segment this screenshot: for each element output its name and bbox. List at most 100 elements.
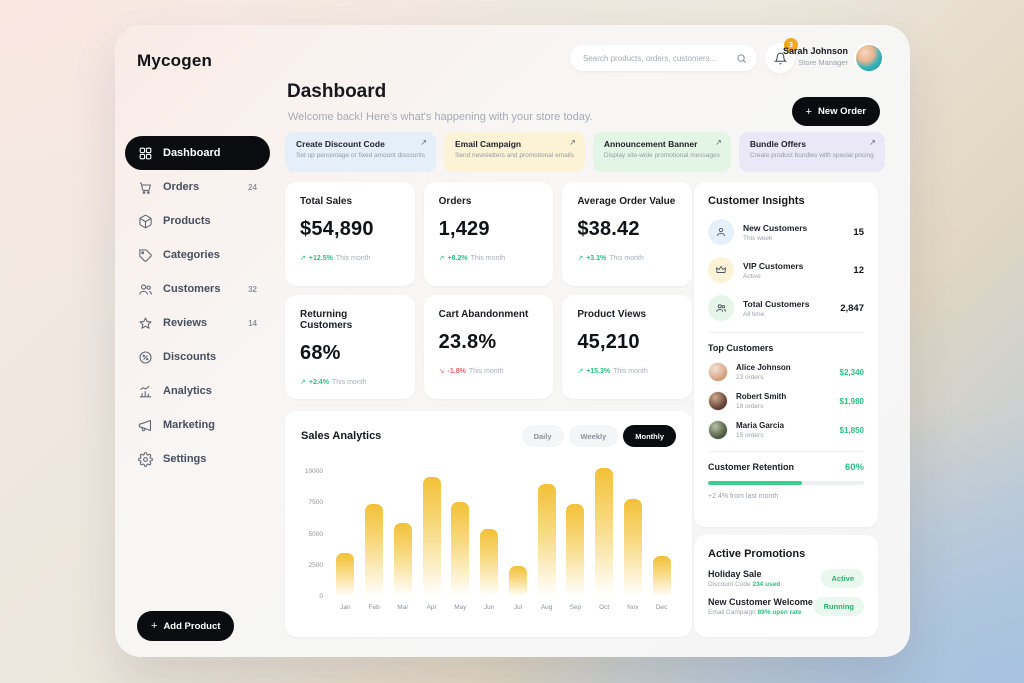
stat-delta: +12.5% xyxy=(308,254,333,262)
insight-label: New Customers xyxy=(743,222,808,233)
stat-delta: +8.2% xyxy=(447,254,468,262)
box-icon xyxy=(138,214,153,229)
quick-action-create-discount[interactable]: Create Discount Code Set up percentage o… xyxy=(285,132,436,172)
insight-value: 15 xyxy=(853,226,864,238)
chart-x-label: Feb xyxy=(368,604,380,611)
chart-x-label: May xyxy=(454,604,467,611)
quick-action-bundle-offers[interactable]: Bundle Offers Create product bundles wit… xyxy=(738,132,885,172)
new-order-label: New Order xyxy=(817,106,866,117)
stat-period: This month xyxy=(470,254,506,262)
chart-bar[interactable] xyxy=(393,523,412,597)
stat-period: This month xyxy=(468,367,504,375)
search-bar[interactable] xyxy=(570,45,757,71)
chart-x-label: Sep xyxy=(569,604,582,611)
chart-x-label: Jan xyxy=(340,604,351,611)
range-monthly-button[interactable]: Monthly xyxy=(623,425,676,447)
chart-y-tick: 2500 xyxy=(308,561,323,569)
top-customers-title: Top Customers xyxy=(708,343,774,353)
range-daily-button[interactable]: Daily xyxy=(521,425,564,447)
sidebar-item-products[interactable]: Products xyxy=(125,204,270,238)
sidebar-item-customers[interactable]: Customers 32 xyxy=(125,272,270,306)
sidebar-item-label: Discounts xyxy=(163,351,217,363)
chart-bar[interactable] xyxy=(595,468,614,597)
chart-bar[interactable] xyxy=(480,529,499,597)
chart-bar-column xyxy=(504,566,533,597)
customer-amount: $2,340 xyxy=(839,367,864,377)
chart-bar-column xyxy=(360,504,389,597)
tag-icon xyxy=(138,248,153,263)
sidebar-item-reviews[interactable]: Reviews 14 xyxy=(125,306,270,340)
insight-value: 12 xyxy=(853,264,864,276)
user-avatar[interactable] xyxy=(854,43,884,73)
search-icon xyxy=(737,53,746,63)
sidebar-item-categories[interactable]: Categories xyxy=(125,238,270,272)
notifications-button[interactable]: 3 xyxy=(765,38,798,73)
retention-note: +2.4% from last month xyxy=(708,493,779,500)
page-title: Dashboard xyxy=(287,81,387,102)
chart-bar[interactable] xyxy=(451,502,470,597)
arrow-up-right-icon: ↗ xyxy=(715,138,722,147)
sales-analytics-title: Sales Analytics xyxy=(301,430,382,442)
chart-bar-column xyxy=(561,504,590,597)
chart-bar[interactable] xyxy=(566,504,585,597)
quick-action-subtitle: Create product bundles with special pric… xyxy=(749,152,874,159)
chart-x-label: Jun xyxy=(483,604,495,611)
chart-x-label: Dec xyxy=(655,604,668,611)
arrow-up-right-icon: ↗ xyxy=(569,138,576,147)
sidebar-item-settings[interactable]: Settings xyxy=(125,442,270,476)
customer-avatar xyxy=(708,362,728,382)
insight-new-customers: New Customers This week 15 xyxy=(708,219,864,245)
range-weekly-button[interactable]: Weekly xyxy=(568,425,619,447)
stat-period: This month xyxy=(335,254,371,262)
sidebar-item-discounts[interactable]: Discounts xyxy=(125,340,270,374)
search-input[interactable] xyxy=(583,53,736,63)
chart-y-tick: 10000 xyxy=(304,468,323,475)
chart-x-labels: Jan Feb Mar Apr May Jun Jul Aug Sep Oct Nov Dec xyxy=(331,604,676,611)
insight-sub: All time xyxy=(743,310,765,318)
chart-bar-column xyxy=(590,468,619,597)
retention-progress-fill xyxy=(708,481,802,485)
sidebar-item-marketing[interactable]: Marketing xyxy=(125,408,270,442)
chart-bar[interactable] xyxy=(652,556,671,597)
range-toggle: Daily Weekly Monthly xyxy=(521,425,676,447)
sidebar-item-label: Categories xyxy=(163,249,220,261)
chart-bar-column xyxy=(532,484,561,597)
sidebar-item-label: Products xyxy=(163,215,211,227)
chart-x-label: Oct xyxy=(599,604,610,611)
trend-up-icon: ↗ xyxy=(300,379,306,386)
quick-action-subtitle: Set up percentage or fixed amount discou… xyxy=(296,152,425,159)
chart-bar[interactable] xyxy=(422,477,441,597)
add-product-button[interactable]: + Add Product xyxy=(137,611,235,641)
sidebar-item-label: Dashboard xyxy=(163,147,221,159)
chart-bar-column xyxy=(417,477,446,597)
customer-name: Maria Garcia xyxy=(736,421,785,430)
quick-action-email-campaign[interactable]: Email Campaign Send newsletters and prom… xyxy=(444,132,585,172)
app-window: Mycogen Dashboard Orders 24 Products xyxy=(115,25,910,657)
brand-logo: Mycogen xyxy=(137,51,213,70)
chart-bar[interactable] xyxy=(623,499,642,597)
sidebar-item-label: Orders xyxy=(163,181,200,193)
sales-bar-chart: 0 2500 5000 7500 10000 Jan Feb Mar Apr May Jun Jul… xyxy=(301,463,676,611)
users-icon xyxy=(138,282,153,297)
percent-icon xyxy=(138,350,153,365)
sidebar-item-dashboard[interactable]: Dashboard xyxy=(125,136,270,170)
sidebar-item-analytics[interactable]: Analytics xyxy=(125,374,270,408)
chart-bar[interactable] xyxy=(537,484,556,597)
chart-y-tick: 5000 xyxy=(308,530,323,538)
stat-value: $54,890 xyxy=(300,218,374,240)
add-product-label: Add Product xyxy=(163,620,221,632)
chart-bar[interactable] xyxy=(365,504,384,597)
quick-actions-row: Create Discount Code Set up percentage o… xyxy=(285,132,885,172)
retention-label: Customer Retention xyxy=(708,462,795,472)
quick-action-announcement-banner[interactable]: Announcement Banner Display site-wide pr… xyxy=(592,132,731,172)
new-order-button[interactable]: + New Order xyxy=(791,97,880,126)
chart-plot xyxy=(331,463,676,597)
chart-y-axis: 0 2500 5000 7500 10000 xyxy=(301,463,331,600)
chart-bar[interactable] xyxy=(508,566,527,597)
sidebar-item-orders[interactable]: Orders 24 xyxy=(125,170,270,204)
customer-insights-panel: Customer Insights New Customers This wee… xyxy=(694,182,878,527)
sidebar-item-label: Customers xyxy=(163,283,221,295)
chart-bar[interactable] xyxy=(336,553,355,597)
sidebar-item-badge: 32 xyxy=(248,284,257,294)
sidebar-nav: Dashboard Orders 24 Products Categories xyxy=(125,136,270,476)
